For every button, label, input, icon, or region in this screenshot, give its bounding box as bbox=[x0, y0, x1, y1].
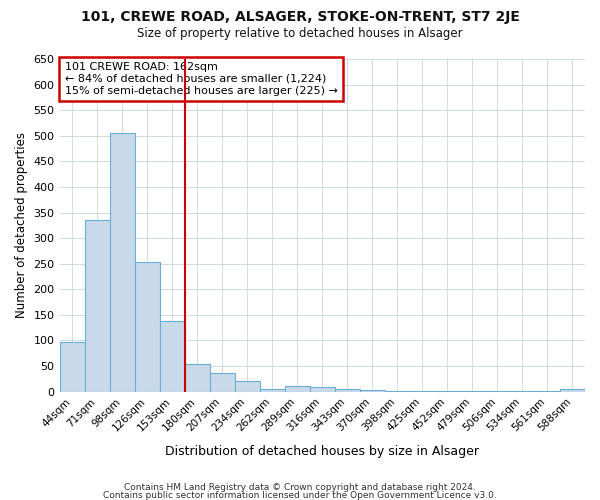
Text: 101 CREWE ROAD: 162sqm
← 84% of detached houses are smaller (1,224)
15% of semi-: 101 CREWE ROAD: 162sqm ← 84% of detached… bbox=[65, 62, 338, 96]
Bar bbox=[535, 391, 560, 392]
Bar bbox=[285, 386, 310, 392]
Bar bbox=[360, 390, 385, 392]
Bar bbox=[260, 388, 285, 392]
Bar bbox=[160, 321, 185, 392]
Bar bbox=[510, 391, 535, 392]
Bar bbox=[435, 391, 460, 392]
Bar bbox=[485, 391, 510, 392]
Text: Size of property relative to detached houses in Alsager: Size of property relative to detached ho… bbox=[137, 28, 463, 40]
Bar bbox=[385, 391, 410, 392]
Bar bbox=[235, 381, 260, 392]
Bar bbox=[335, 389, 360, 392]
Bar bbox=[110, 133, 134, 392]
X-axis label: Distribution of detached houses by size in Alsager: Distribution of detached houses by size … bbox=[165, 444, 479, 458]
Bar bbox=[560, 388, 585, 392]
Bar bbox=[185, 364, 209, 392]
Text: Contains HM Land Registry data © Crown copyright and database right 2024.: Contains HM Land Registry data © Crown c… bbox=[124, 484, 476, 492]
Bar bbox=[134, 262, 160, 392]
Y-axis label: Number of detached properties: Number of detached properties bbox=[15, 132, 28, 318]
Bar bbox=[209, 372, 235, 392]
Bar bbox=[310, 386, 335, 392]
Bar bbox=[85, 220, 110, 392]
Bar bbox=[460, 391, 485, 392]
Bar bbox=[59, 342, 85, 392]
Bar bbox=[410, 391, 435, 392]
Text: Contains public sector information licensed under the Open Government Licence v3: Contains public sector information licen… bbox=[103, 491, 497, 500]
Text: 101, CREWE ROAD, ALSAGER, STOKE-ON-TRENT, ST7 2JE: 101, CREWE ROAD, ALSAGER, STOKE-ON-TRENT… bbox=[80, 10, 520, 24]
